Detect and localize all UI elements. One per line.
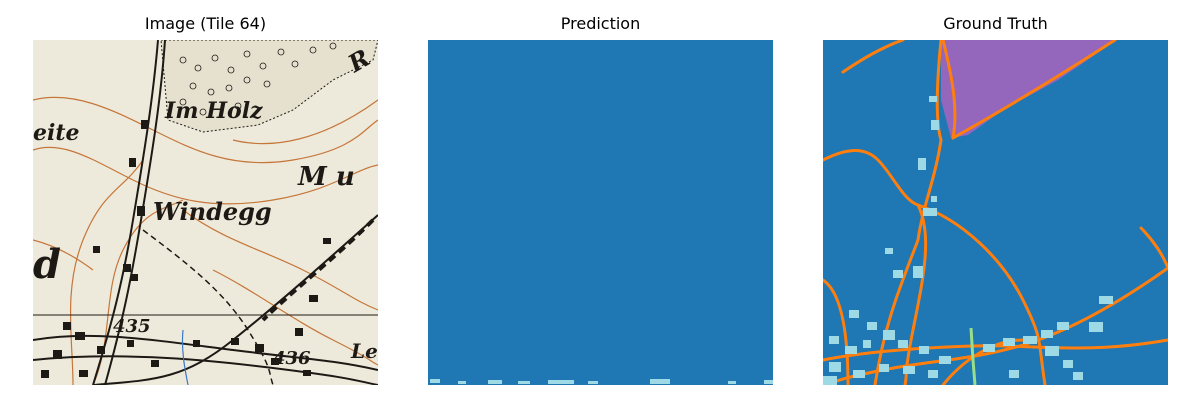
label-windegg: Windegg xyxy=(153,197,272,226)
label-d: d xyxy=(33,241,61,288)
label-le: Le xyxy=(350,339,378,363)
spot-height-436: 436 xyxy=(273,348,311,369)
prediction-mask xyxy=(428,40,773,385)
ground-truth-panel-title: Ground Truth xyxy=(943,14,1048,33)
map-image: Im Holz Windegg M u eite d R Le 435 436 xyxy=(33,40,378,385)
prediction-panel-title: Prediction xyxy=(560,14,641,33)
label-mu: M u xyxy=(297,162,355,192)
prediction-panel xyxy=(428,40,773,385)
image-panel-title: Image (Tile 64) xyxy=(144,14,267,33)
label-im-holz: Im Holz xyxy=(164,98,263,124)
map-image-panel: Im Holz Windegg M u eite d R Le 435 436 xyxy=(33,40,378,385)
spot-height-435: 435 xyxy=(113,316,151,337)
ground-truth-mask xyxy=(823,40,1168,385)
label-eite: eite xyxy=(33,120,80,146)
ground-truth-panel xyxy=(823,40,1168,385)
